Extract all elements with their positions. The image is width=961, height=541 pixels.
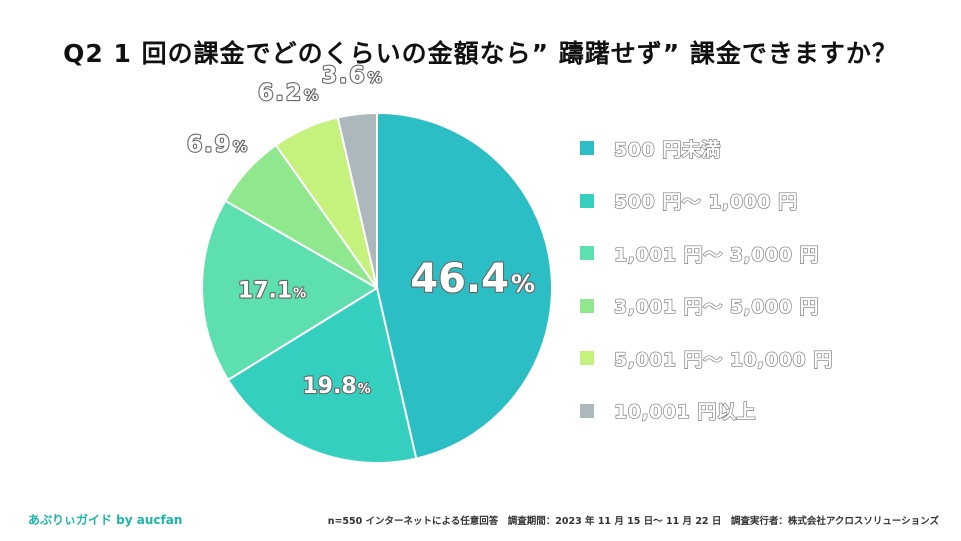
legend-label: 500 円〜 1,000 円 (613, 190, 798, 213)
legend-label: 500 円未満 (613, 138, 721, 161)
brand-logo-text: あぷりぃガイド by aucfan (28, 513, 183, 527)
slice-value-label-4: 6.9% (187, 132, 249, 157)
legend-label: 5,001 円〜 10,000 円 (613, 348, 833, 371)
legend-swatch (580, 193, 594, 208)
pie-slice-2 (226, 286, 418, 464)
legend-swatch (580, 351, 594, 365)
legend-swatch (580, 298, 594, 313)
slice-value-label-1: 46.4% (410, 256, 535, 302)
legend-item-5: 5,001 円〜 10,000 円 (580, 345, 833, 371)
legend-item-2: 500 円〜 1,000 円 (580, 188, 798, 214)
legend-label: 10,001 円以上 (613, 400, 756, 423)
legend-swatch (580, 141, 594, 155)
chart-title: Q2 1 回の課金でどのくらいの金額なら” 躊躇せず” 課金できますか？ (63, 39, 898, 68)
pie-slice-6 (336, 111, 378, 289)
legend-swatch (580, 246, 594, 260)
legend-swatch (580, 403, 594, 418)
legend-item-6: 10,001 円以上 (580, 398, 756, 424)
slice-value-label-6: 3.6% (322, 63, 384, 88)
legend-item-1: 500 円未満 (580, 135, 721, 161)
legend-item-3: 1,001 円〜 3,000 円 (580, 240, 819, 266)
legend-label: 3,001 円〜 5,000 円 (613, 295, 820, 318)
pie-slice-3 (201, 199, 379, 382)
slice-value-label-3: 17.1% (238, 279, 306, 304)
legend-item-4: 3,001 円〜 5,000 円 (580, 293, 819, 319)
slice-value-label-5: 6.2% (258, 81, 320, 106)
survey-footnote: n=550 インターネットによる任意回答 調査期間：2023 年 11 月 15… (327, 516, 939, 527)
slice-value-label-2: 19.8% (302, 374, 370, 399)
pie-slice-1 (376, 111, 553, 460)
legend-label: 1,001 円〜 3,000 円 (613, 243, 820, 266)
